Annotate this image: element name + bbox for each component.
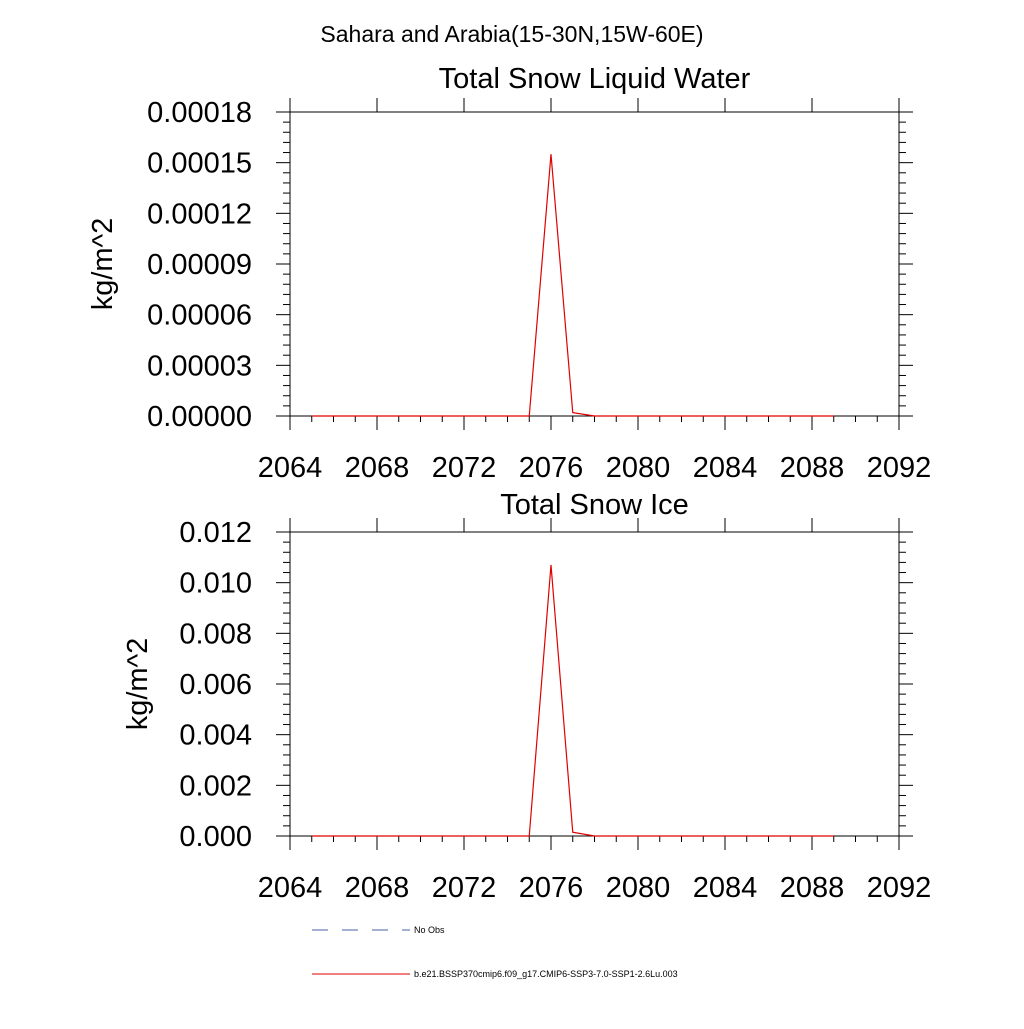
panel-title: Total Snow Ice [500, 489, 689, 521]
y-tick-label: 0.00009 [147, 249, 252, 281]
y-axis-label: kg/m^2 [122, 638, 154, 731]
legend-label-1: No Obs [414, 925, 445, 935]
y-tick-label: 0.00012 [147, 198, 252, 230]
y-tick-label: 0.002 [179, 770, 252, 802]
panel-title: Total Snow Liquid Water [439, 63, 751, 95]
x-tick-label: 2076 [519, 452, 584, 484]
x-tick-label: 2088 [780, 872, 845, 904]
y-tick-label: 0.00015 [147, 148, 252, 180]
legend: No Obs b.e21.BSSP370cmip6.f09_g17.CMIP6-S… [312, 925, 678, 979]
x-tick-label: 2076 [519, 872, 584, 904]
y-tick-label: 0.006 [179, 669, 252, 701]
y-tick-label: 0.004 [179, 720, 252, 752]
y-tick-label: 0.00006 [147, 300, 252, 332]
y-tick-label: 0.008 [179, 618, 252, 650]
x-tick-label: 2072 [432, 452, 497, 484]
series-line-1 [311, 564, 834, 837]
figure-title: Sahara and Arabia(15-30N,15W-60E) [320, 21, 703, 47]
y-tick-label: 0.010 [179, 568, 252, 600]
x-tick-label: 2068 [345, 452, 410, 484]
y-tick-label: 0.000 [179, 821, 252, 853]
x-tick-label: 2088 [780, 452, 845, 484]
x-tick-label: 2064 [258, 872, 323, 904]
x-tick-label: 2080 [606, 872, 671, 904]
plot-frame [289, 111, 900, 417]
x-tick-label: 2072 [432, 872, 497, 904]
series-line-1 [311, 154, 834, 417]
y-axis-label: kg/m^2 [87, 218, 119, 311]
x-tick-label: 2068 [345, 872, 410, 904]
plot-frame [289, 531, 900, 837]
x-tick-label: 2084 [693, 872, 758, 904]
x-tick-label: 2092 [867, 452, 932, 484]
y-tick-label: 0.00003 [147, 350, 252, 382]
y-tick-label: 0.00018 [147, 97, 252, 129]
x-tick-label: 2064 [258, 452, 323, 484]
x-tick-label: 2092 [867, 872, 932, 904]
legend-label-2: b.e21.BSSP370cmip6.f09_g17.CMIP6-SSP3-7.… [414, 969, 678, 979]
chart-panel-2: Total Snow Ice kg/m^2 2064 2068 2072 2076 2080… [122, 489, 931, 904]
x-tick-label: 2084 [693, 452, 758, 484]
x-tick-label: 2080 [606, 452, 671, 484]
chart-panel-1: Total Snow Liquid Water kg/m^2 2064 2068 207… [87, 63, 931, 484]
y-tick-label: 0.00000 [147, 401, 252, 433]
y-tick-label: 0.012 [179, 517, 252, 549]
